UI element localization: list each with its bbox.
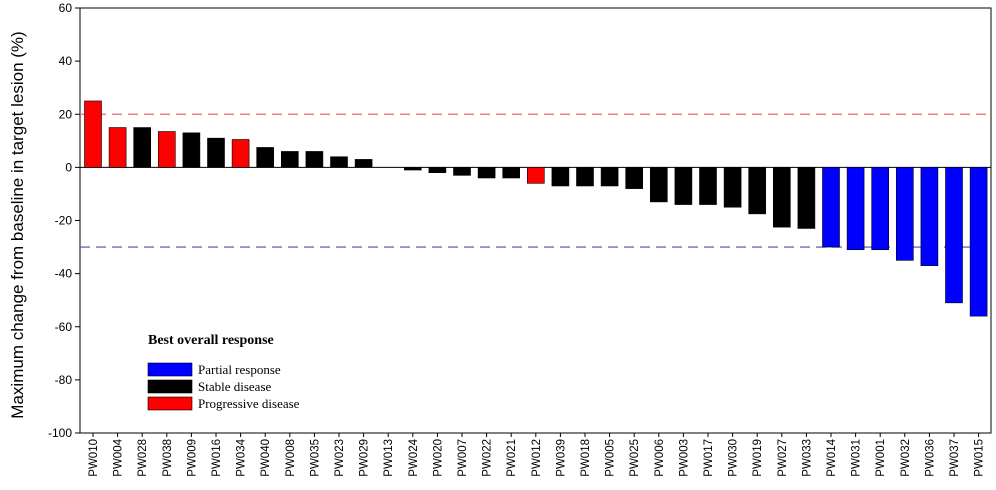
bar-pw021: [502, 167, 521, 179]
bar-pw005: [600, 167, 619, 187]
x-tick-label: PW036: [924, 439, 936, 477]
x-tick-label: PW018: [580, 439, 592, 477]
bar-pw010: [84, 100, 102, 168]
x-tick-label: PW013: [383, 439, 395, 477]
x-tick-label: PW021: [506, 439, 518, 477]
bar-pw014: [822, 167, 840, 248]
bar-pw030: [723, 167, 742, 208]
bar-pw001: [871, 167, 890, 251]
bar-pw038: [158, 131, 176, 168]
x-tick-label: PW035: [309, 439, 321, 477]
bar-pw039: [551, 167, 570, 187]
bar-pw031: [846, 167, 865, 251]
bar-pw015: [969, 167, 988, 317]
x-tick-label: PW005: [605, 439, 617, 477]
x-tick-label: PW039: [555, 439, 567, 477]
y-tick-label: -20: [55, 214, 73, 228]
x-tick-label: PW009: [186, 439, 198, 477]
x-tick-label: PW027: [777, 439, 789, 477]
bars: [84, 100, 988, 317]
x-tick-label: PW023: [334, 439, 346, 477]
x-tick-label: PW001: [875, 439, 887, 477]
x-tick-label: PW031: [851, 439, 863, 477]
x-tick-label: PW024: [408, 438, 420, 476]
bar-pw007: [453, 167, 471, 176]
x-tick-label: PW029: [359, 439, 371, 477]
y-tick-label: 0: [65, 160, 72, 174]
bar-pw037: [945, 167, 963, 304]
bar-pw028: [133, 127, 151, 168]
x-tick-label: PW004: [113, 438, 125, 476]
legend-title: Best overall response: [148, 333, 274, 348]
y-tick-label: 20: [59, 107, 73, 121]
bar-pw016: [207, 137, 225, 168]
bar-pw018: [576, 167, 594, 187]
bar-pw029: [354, 159, 373, 168]
legend-entries: Partial response Stable disease Progressiv…: [147, 362, 300, 411]
bar-pw040: [256, 147, 275, 168]
x-tick-label: PW015: [974, 439, 986, 477]
y-tick-label: -100: [48, 426, 72, 440]
x-tick-label: PW033: [801, 439, 813, 477]
bar-pw020: [428, 167, 447, 173]
x-tick-label: PW028: [137, 439, 149, 477]
legend-swatch: [147, 396, 193, 411]
x-tick-label: PW032: [900, 439, 912, 477]
x-tick-label: PW016: [211, 439, 223, 477]
bar-pw009: [182, 132, 201, 168]
bar-pw003: [674, 167, 693, 205]
x-tick-label: PW034: [236, 438, 248, 476]
bar-pw027: [772, 167, 791, 228]
legend-swatch: [147, 362, 193, 377]
legend-label: Partial response: [198, 362, 281, 377]
y-tick-label: -60: [55, 320, 73, 334]
legend: Best overall response Partial response St…: [147, 333, 300, 411]
y-axis-ticks: 60 40 20 0 -20 -40 -60 -80 -100: [48, 1, 80, 440]
bar-pw025: [625, 167, 644, 189]
y-axis-label: Maximum change from baseline in target l…: [8, 31, 27, 418]
bar-pw023: [330, 156, 348, 168]
x-tick-label: PW025: [629, 439, 641, 477]
x-tick-label: PW040: [260, 439, 272, 477]
bar-pw006: [649, 167, 668, 203]
x-tick-label: PW010: [88, 439, 100, 477]
bar-pw032: [895, 167, 914, 261]
x-tick-label: PW012: [531, 439, 543, 477]
x-tick-label: PW006: [654, 439, 666, 477]
legend-swatch: [147, 379, 193, 394]
legend-label: Stable disease: [198, 379, 272, 394]
x-tick-label: PW022: [482, 439, 494, 477]
bar-pw024: [403, 167, 422, 171]
x-axis-labels: PW010 PW004 PW028 PW038 PW009 PW016 PW034 PW040…: [88, 433, 986, 477]
y-tick-label: -40: [55, 267, 73, 281]
x-tick-label: PW003: [678, 439, 690, 477]
bar-pw019: [748, 167, 767, 215]
legend-label: Progressive disease: [198, 396, 300, 411]
y-tick-label: -80: [55, 373, 73, 387]
x-tick-label: PW008: [285, 439, 297, 477]
x-tick-label: PW019: [752, 439, 764, 477]
x-tick-label: PW007: [457, 439, 469, 477]
bar-pw017: [699, 167, 717, 205]
bar-pw008: [280, 151, 299, 168]
bar-pw036: [920, 167, 939, 266]
x-tick-label: PW030: [728, 439, 740, 477]
x-tick-label: PW038: [162, 439, 174, 477]
bar-pw022: [477, 167, 496, 179]
y-tick-label: 40: [59, 54, 73, 68]
bar-pw035: [305, 151, 324, 168]
bar-pw033: [797, 167, 816, 229]
bar-pw012: [526, 167, 545, 184]
bar-pw034: [231, 139, 250, 168]
x-tick-label: PW020: [432, 439, 444, 477]
x-tick-label: PW037: [949, 439, 961, 477]
bar-pw004: [108, 127, 127, 168]
x-tick-label: PW014: [826, 438, 838, 476]
x-tick-label: PW017: [703, 439, 715, 477]
y-tick-label: 60: [59, 1, 73, 15]
